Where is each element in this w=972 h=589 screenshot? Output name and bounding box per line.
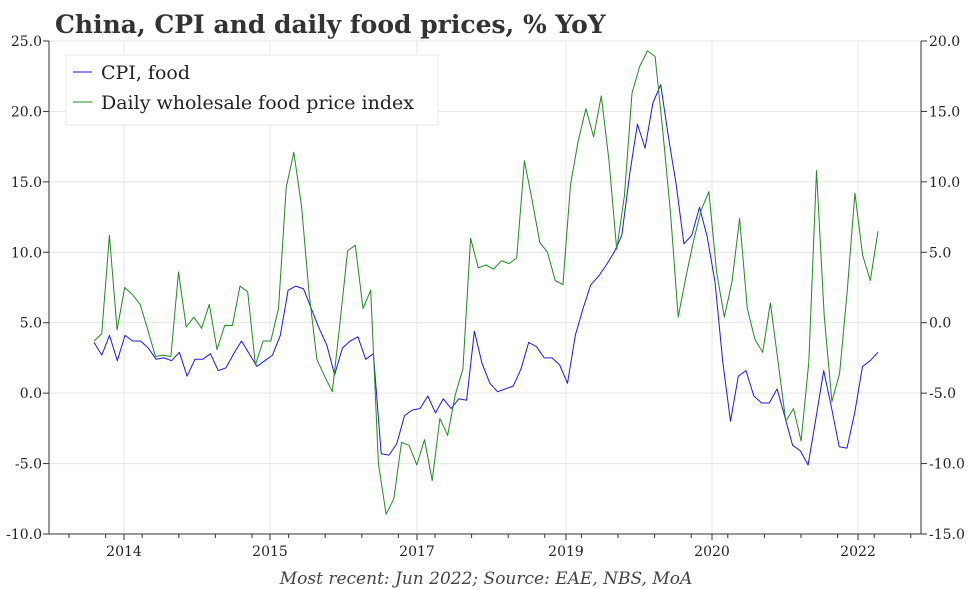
legend-label-cpi-food: CPI, food <box>101 62 190 84</box>
legend-label-wholesale-index: Daily wholesale food price index <box>101 92 414 114</box>
left-axis-label: -5.0 <box>15 457 42 473</box>
chart-title: China, CPI and daily food prices, % YoY <box>55 10 607 39</box>
right-axis-label: 5.0 <box>929 245 951 261</box>
x-axis-label: 2022 <box>840 544 876 560</box>
left-axis-label: 5.0 <box>20 316 42 332</box>
left-axis-label: 15.0 <box>11 175 42 191</box>
left-axis-label: 0.0 <box>20 386 42 402</box>
right-axis-label: -10.0 <box>929 457 965 473</box>
axes: 25.0 20.0 15.0 10.0 5.0 0.0 -5.0 -10.0 20.0 15.0 1… <box>6 34 965 560</box>
right-axis-label: 20.0 <box>929 34 960 50</box>
right-axis-label: 10.0 <box>929 175 960 191</box>
left-axis-label: 20.0 <box>11 104 42 120</box>
right-axis-label: -5.0 <box>929 386 956 402</box>
legend: CPI, food Daily wholesale food price ind… <box>65 54 439 126</box>
source-note: Most recent: Jun 2022; Source: EAE, NBS,… <box>279 569 693 589</box>
left-axis-label: 10.0 <box>11 245 42 261</box>
series-line-wholesale-index <box>93 50 879 515</box>
series-line-cpi-food <box>93 84 879 466</box>
x-axis-label: 2019 <box>548 544 584 560</box>
right-axis-label: -15.0 <box>929 527 965 543</box>
right-axis-label: 15.0 <box>929 104 960 120</box>
legend-box <box>65 54 439 126</box>
x-axis-label: 2014 <box>106 544 142 560</box>
left-axis-label: -10.0 <box>6 527 42 543</box>
x-axis-label: 2015 <box>252 544 288 560</box>
left-axis-label: 25.0 <box>11 34 42 50</box>
x-axis-label: 2020 <box>694 544 730 560</box>
right-axis-label: 0.0 <box>929 316 951 332</box>
x-axis-label: 2017 <box>399 544 435 560</box>
series-layer <box>93 50 879 515</box>
